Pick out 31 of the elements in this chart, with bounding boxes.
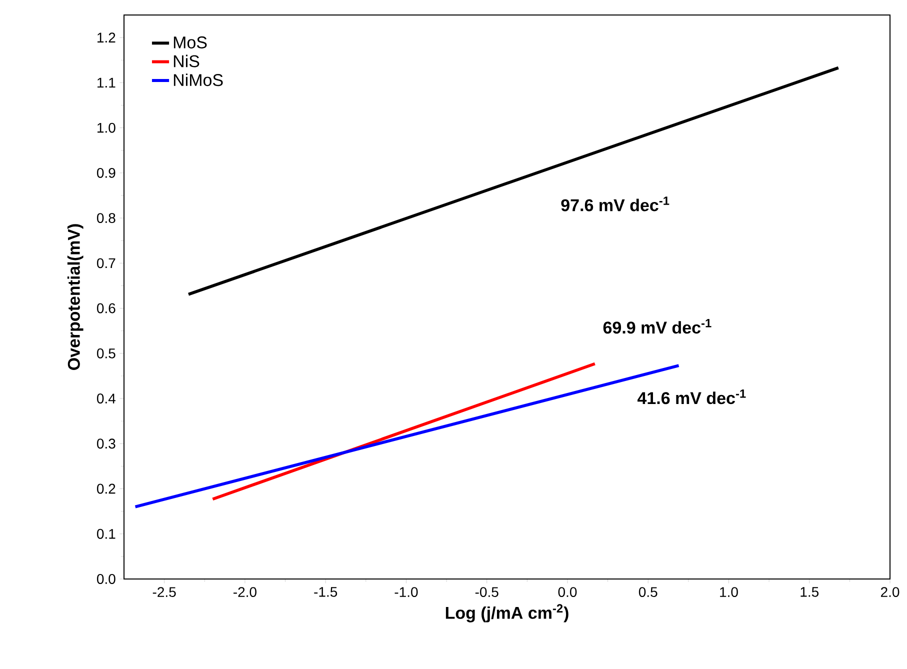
y-tick-label: 0.0 bbox=[96, 574, 116, 584]
legend-label: MoS bbox=[174, 36, 207, 48]
y-tick-label: 1.0 bbox=[98, 122, 116, 133]
y-tick-label: 0.1 bbox=[96, 528, 116, 539]
x-tick-label: 1.5 bbox=[800, 587, 819, 597]
x-tick-label: -2.5 bbox=[152, 587, 176, 598]
x-tick-label: -2.0 bbox=[234, 587, 256, 598]
y-tick-label: 0.5 bbox=[96, 348, 116, 358]
legend-label: NiMoS bbox=[174, 74, 223, 86]
y-tick-label: 0.2 bbox=[96, 484, 116, 494]
annotation: 97.6 mV dec$^{-1}$ bbox=[561, 196, 670, 212]
y-tick-label: 1.1 bbox=[98, 78, 116, 88]
x-axis-title: Log (j/mA cm$^{-2}$) bbox=[446, 604, 568, 622]
y-tick-label: 0.4 bbox=[96, 394, 116, 404]
y-tick-label: 1.2 bbox=[98, 32, 116, 42]
x-tick-label: -1.5 bbox=[314, 587, 338, 597]
legend-label: NiS bbox=[174, 54, 200, 68]
x-tick-label: 0.5 bbox=[638, 587, 658, 598]
x-tick-label: 0.0 bbox=[558, 587, 577, 598]
y-tick-label: 0.9 bbox=[96, 168, 116, 178]
y-tick-label: 0.6 bbox=[96, 303, 116, 314]
annotation: 69.9 mV dec$^{-1}$ bbox=[603, 319, 712, 334]
y-tick-label: 0.3 bbox=[96, 438, 116, 449]
annotation: 41.6 mV dec$^{-1}$ bbox=[637, 390, 746, 404]
x-tick-label: 1.0 bbox=[720, 587, 738, 598]
x-tick-label: -0.5 bbox=[475, 587, 498, 598]
y-axis-title: Overpotential(mV) bbox=[67, 224, 84, 370]
y-tick-label: 0.8 bbox=[96, 213, 116, 223]
y-tick-label: 0.7 bbox=[96, 258, 116, 268]
x-tick-label: 2.0 bbox=[880, 587, 900, 598]
x-tick-label: -1.0 bbox=[394, 587, 418, 598]
